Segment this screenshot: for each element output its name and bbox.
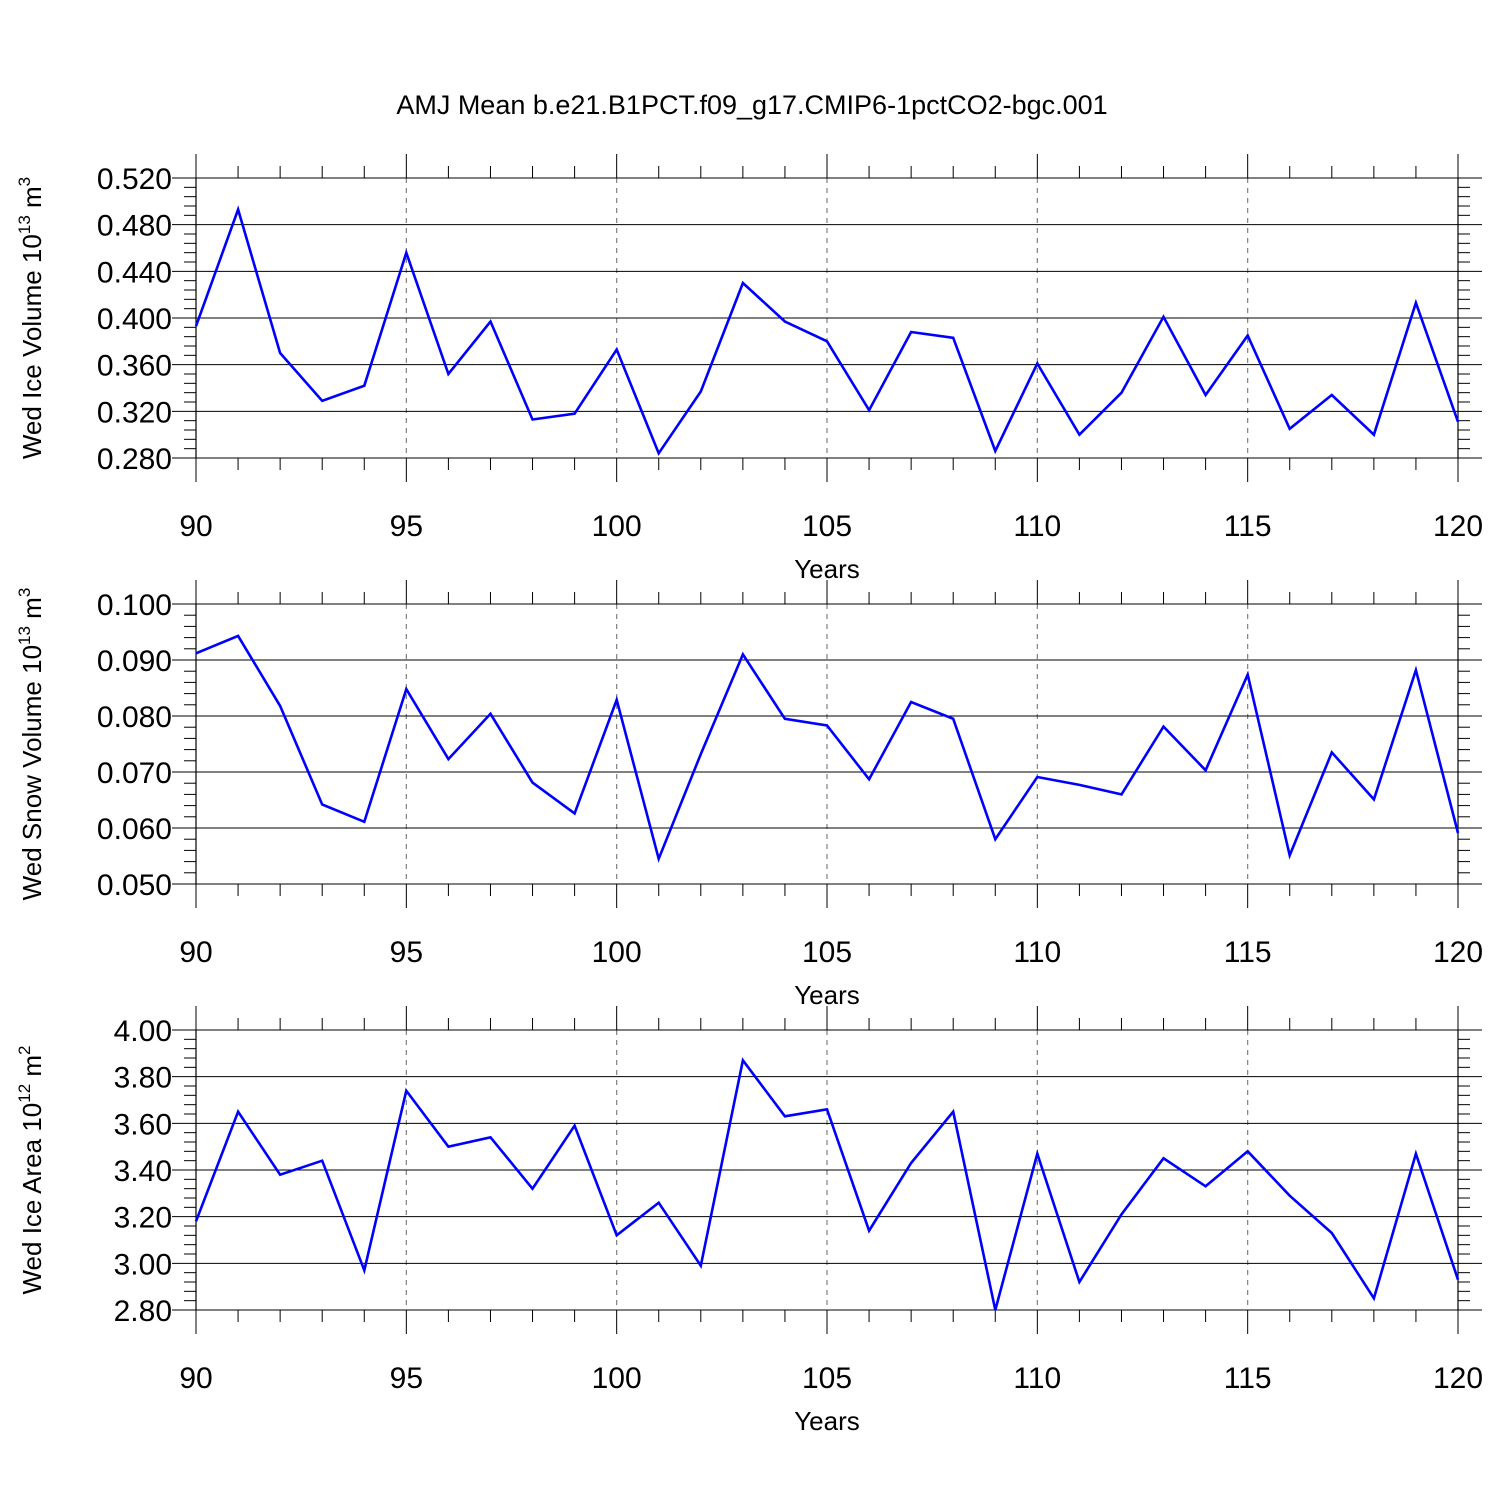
y-axis-title-unit: m <box>17 186 47 215</box>
y-axis-title-exp: 13 <box>15 626 34 645</box>
x-tick-label: 100 <box>592 936 642 969</box>
x-tick-label: 110 <box>1013 1362 1061 1395</box>
y-tick-label: 0.100 <box>97 589 172 622</box>
series-line <box>195 634 1460 863</box>
x-tick-label: 120 <box>1433 510 1483 543</box>
y-axis-title: Wed Ice Area 1012 m2 <box>15 1045 47 1294</box>
x-tick-label: 120 <box>1433 936 1483 969</box>
x-axis-title: Years <box>794 1406 860 1436</box>
y-axis-title-unit-exp: 3 <box>15 588 34 597</box>
y-axis-title-unit-exp: 3 <box>15 177 34 186</box>
panel-3: 2.80 3.00 3.20 3.40 3.60 3.80 4.00 90 95 100 105 11… <box>15 1006 1483 1436</box>
y-axis-title-unit-exp: 2 <box>15 1045 34 1054</box>
y-tick-label: 0.520 <box>97 163 172 196</box>
x-tick-label: 120 <box>1433 1362 1483 1395</box>
y-axis-title-unit: m <box>17 597 47 626</box>
x-tick-label: 100 <box>592 510 642 543</box>
x-tick-label: 110 <box>1013 510 1061 543</box>
y-axis-title-exp: 12 <box>15 1084 34 1103</box>
y-tick-label: 4.00 <box>114 1015 172 1048</box>
y-tick-label: 0.320 <box>97 396 172 429</box>
y-axis-title-base: Wed Snow Volume 10 <box>17 645 47 900</box>
y-tick-label: 0.280 <box>97 443 172 476</box>
x-tick-label: 90 <box>179 936 212 969</box>
y-axis-title: Wed Snow Volume 1013 m3 <box>15 588 47 901</box>
x-tick-label: 115 <box>1224 1362 1272 1395</box>
y-tick-label: 0.360 <box>97 350 172 383</box>
y-axis-title: Wed Ice Volume 1013 m3 <box>15 177 47 459</box>
y-axis-title-base: Wed Ice Volume 10 <box>17 234 47 459</box>
y-tick-label: 3.00 <box>114 1248 172 1281</box>
series-line <box>194 205 1460 457</box>
y-axis-title-base: Wed Ice Area 10 <box>17 1103 47 1295</box>
y-tick-label: 0.090 <box>97 645 172 678</box>
x-tick-label: 105 <box>802 1362 852 1395</box>
y-tick-label: 3.60 <box>114 1108 172 1141</box>
figure-title: AMJ Mean b.e21.B1PCT.f09_g17.CMIP6-1pctC… <box>396 90 1107 120</box>
y-tick-label: 2.80 <box>114 1295 172 1328</box>
x-axis-title: Years <box>794 554 860 584</box>
panel-2: 0.050 0.060 0.070 0.080 0.090 0.100 90 95 100 105… <box>15 580 1483 1010</box>
panels: 0.280 0.320 0.360 0.400 0.440 0.480 0.520 90 95 1… <box>15 154 1483 1436</box>
y-tick-label: 0.050 <box>97 869 172 902</box>
y-tick-label: 0.400 <box>97 303 172 336</box>
y-tick-label: 3.40 <box>114 1155 172 1188</box>
x-tick-label: 90 <box>179 510 212 543</box>
y-tick-label: 0.480 <box>97 210 172 243</box>
x-tick-label: 105 <box>802 936 852 969</box>
x-tick-label: 105 <box>802 510 852 543</box>
y-axis-title-unit: m <box>17 1055 47 1084</box>
x-tick-label: 95 <box>390 1362 423 1395</box>
x-tick-label: 95 <box>390 936 423 969</box>
x-tick-label: 115 <box>1224 510 1272 543</box>
y-tick-label: 0.440 <box>97 256 172 289</box>
x-tick-label: 90 <box>179 1362 212 1395</box>
y-tick-label: 3.80 <box>114 1062 172 1095</box>
x-tick-label: 110 <box>1013 936 1061 969</box>
x-tick-label: 115 <box>1224 936 1272 969</box>
x-tick-label: 100 <box>592 1362 642 1395</box>
y-tick-label: 0.080 <box>97 701 172 734</box>
y-tick-label: 0.070 <box>97 757 172 790</box>
panel-1: 0.280 0.320 0.360 0.400 0.440 0.480 0.520 90 95 1… <box>15 154 1483 584</box>
y-tick-label: 3.20 <box>114 1202 172 1235</box>
x-tick-label: 95 <box>390 510 423 543</box>
y-tick-label: 0.060 <box>97 813 172 846</box>
x-axis-title: Years <box>794 980 860 1010</box>
y-axis-title-exp: 13 <box>15 215 34 234</box>
series-line <box>194 1057 1460 1311</box>
